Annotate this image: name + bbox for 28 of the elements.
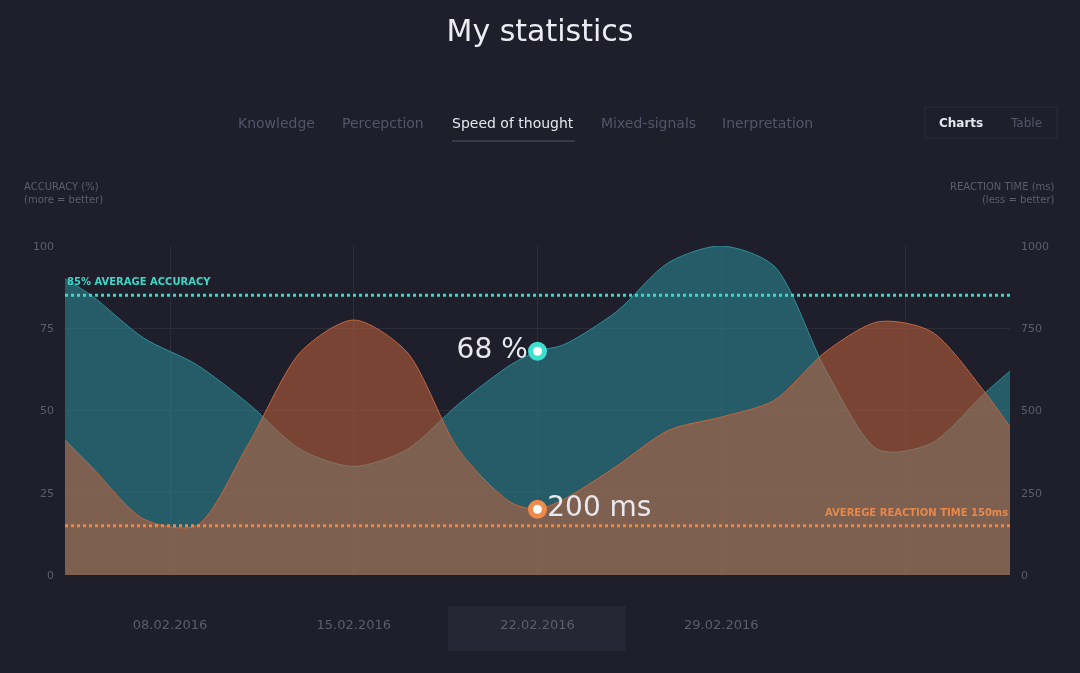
- x-tick-label: 08.02.2016: [132, 617, 208, 632]
- y2-tick-label: 750: [1021, 322, 1042, 336]
- x-tick-label: 15.02.2016: [316, 617, 391, 632]
- data-label: 68 %: [456, 332, 528, 366]
- x-tick-label: 22.02.2016: [500, 617, 575, 632]
- y-tick-label: 0: [47, 568, 54, 582]
- text: Charts: [939, 116, 984, 130]
- y2-tick-label: 500: [1021, 404, 1042, 418]
- text: Speed of thought: [452, 115, 574, 131]
- y-tick-label: 25: [40, 486, 54, 500]
- y-tick-label: 100: [33, 239, 54, 253]
- y-tick-label: 50: [40, 404, 54, 418]
- y2-axis-title: REACTION TIME (ms) (less = better): [950, 181, 1055, 205]
- ref-line-label: AVEREGE REACTION TIME 150ms: [825, 507, 1009, 518]
- text: Percepction: [342, 115, 424, 131]
- y-axis-title: ACCURACY (%) (more = better): [24, 181, 104, 205]
- data-label: 200 ms: [547, 490, 652, 524]
- y-tick-label: 75: [40, 322, 54, 336]
- text: Knowledge: [238, 115, 315, 131]
- ref-line-label: 85% AVERAGE ACCURACY: [67, 276, 212, 287]
- x-tick-label: 29.02.2016: [684, 617, 759, 632]
- y2-tick-label: 1000: [1021, 239, 1049, 253]
- text: Mixed-signals: [601, 115, 697, 131]
- chart-title: My statistics: [446, 12, 634, 48]
- text: Inerpretation: [722, 115, 814, 131]
- y2-tick-label: 0: [1021, 568, 1028, 582]
- y2-tick-label: 250: [1021, 486, 1042, 500]
- text: Table: [1010, 116, 1043, 130]
